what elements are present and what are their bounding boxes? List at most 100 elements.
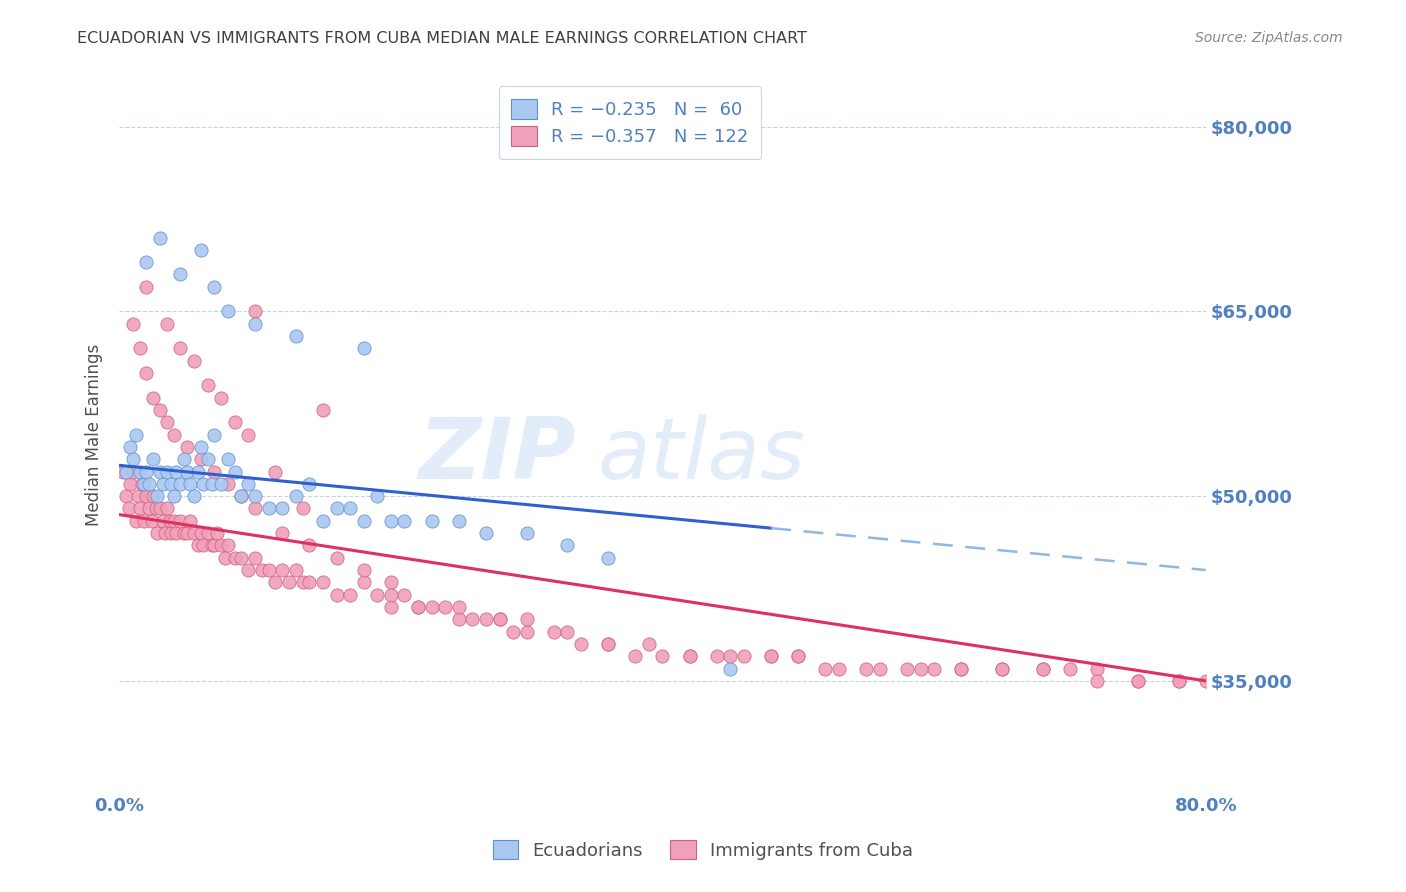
Point [598, 637, 620, 651]
Point [187, 538, 209, 552]
Point [243, 501, 266, 516]
Point [135, 280, 157, 294]
Point [950, 661, 973, 675]
Point [224, 465, 246, 479]
Point [156, 317, 179, 331]
Point [217, 304, 239, 318]
Point [197, 378, 219, 392]
Point [339, 588, 361, 602]
Point [152, 514, 174, 528]
Point [447, 514, 470, 528]
Point [257, 563, 280, 577]
Point [624, 649, 647, 664]
Point [394, 588, 416, 602]
Point [339, 501, 361, 516]
Point [205, 526, 228, 541]
Point [115, 489, 138, 503]
Point [298, 476, 321, 491]
Point [124, 427, 146, 442]
Point [238, 427, 260, 442]
Point [394, 514, 416, 528]
Point [598, 550, 620, 565]
Text: ECUADORIAN VS IMMIGRANTS FROM CUBA MEDIAN MALE EARNINGS CORRELATION CHART: ECUADORIAN VS IMMIGRANTS FROM CUBA MEDIA… [77, 31, 807, 46]
Point [209, 391, 232, 405]
Point [638, 637, 661, 651]
Point [787, 649, 810, 664]
Point [176, 440, 198, 454]
Point [145, 501, 167, 516]
Point [132, 514, 155, 528]
Point [353, 342, 375, 356]
Point [132, 476, 155, 491]
Point [420, 599, 443, 614]
Point [312, 403, 335, 417]
Point [156, 415, 179, 429]
Point [991, 661, 1014, 675]
Point [202, 538, 225, 552]
Point [475, 526, 498, 541]
Point [135, 489, 157, 503]
Point [197, 452, 219, 467]
Point [651, 649, 673, 664]
Point [1032, 661, 1054, 675]
Point [380, 575, 402, 590]
Point [733, 649, 755, 664]
Point [238, 563, 260, 577]
Point [176, 465, 198, 479]
Point [231, 489, 253, 503]
Point [217, 538, 239, 552]
Point [146, 526, 169, 541]
Point [128, 465, 150, 479]
Point [284, 329, 307, 343]
Point [169, 476, 191, 491]
Point [214, 550, 236, 565]
Point [149, 465, 172, 479]
Point [202, 465, 225, 479]
Point [190, 452, 212, 467]
Point [1059, 661, 1081, 675]
Point [202, 427, 225, 442]
Point [217, 452, 239, 467]
Point [128, 501, 150, 516]
Point [461, 612, 484, 626]
Point [1195, 673, 1218, 688]
Point [291, 575, 314, 590]
Point [202, 280, 225, 294]
Point [159, 514, 181, 528]
Point [160, 476, 183, 491]
Point [121, 452, 143, 467]
Point [165, 526, 187, 541]
Point [569, 637, 592, 651]
Point [298, 538, 321, 552]
Point [149, 403, 172, 417]
Point [366, 588, 388, 602]
Point [325, 550, 347, 565]
Point [127, 489, 149, 503]
Point [146, 489, 169, 503]
Point [250, 563, 273, 577]
Point [325, 501, 347, 516]
Point [447, 612, 470, 626]
Point [201, 538, 224, 552]
Point [516, 612, 538, 626]
Point [420, 514, 443, 528]
Point [353, 563, 375, 577]
Point [264, 575, 287, 590]
Text: ZIP: ZIP [418, 415, 575, 498]
Point [502, 624, 524, 639]
Point [141, 514, 163, 528]
Point [718, 661, 741, 675]
Point [169, 268, 191, 282]
Point [243, 317, 266, 331]
Point [380, 514, 402, 528]
Point [312, 575, 335, 590]
Point [209, 476, 232, 491]
Point [543, 624, 565, 639]
Y-axis label: Median Male Earnings: Median Male Earnings [86, 343, 103, 525]
Point [679, 649, 702, 664]
Point [910, 661, 932, 675]
Point [447, 599, 470, 614]
Point [179, 514, 201, 528]
Point [814, 661, 837, 675]
Point [135, 255, 157, 269]
